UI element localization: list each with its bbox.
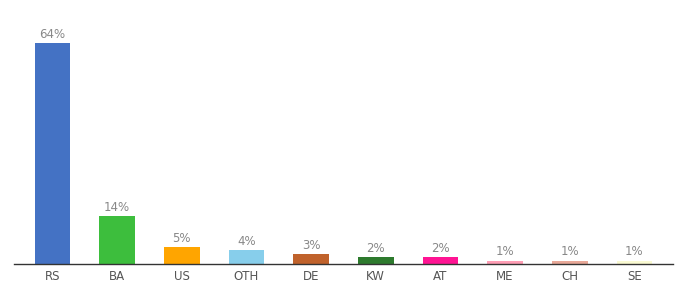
Bar: [293, 254, 329, 264]
Bar: [488, 260, 523, 264]
Bar: [552, 260, 588, 264]
Bar: [228, 250, 265, 264]
Bar: [99, 216, 135, 264]
Bar: [164, 247, 199, 264]
Bar: [422, 257, 458, 264]
Text: 4%: 4%: [237, 235, 256, 248]
Bar: [358, 257, 394, 264]
Text: 14%: 14%: [104, 200, 130, 214]
Text: 5%: 5%: [173, 232, 191, 244]
Text: 64%: 64%: [39, 28, 65, 40]
Bar: [35, 43, 70, 264]
Text: 3%: 3%: [302, 238, 320, 251]
Text: 2%: 2%: [367, 242, 385, 255]
Text: 1%: 1%: [625, 245, 644, 259]
Text: 2%: 2%: [431, 242, 449, 255]
Text: 1%: 1%: [560, 245, 579, 259]
Bar: [617, 260, 652, 264]
Text: 1%: 1%: [496, 245, 514, 259]
